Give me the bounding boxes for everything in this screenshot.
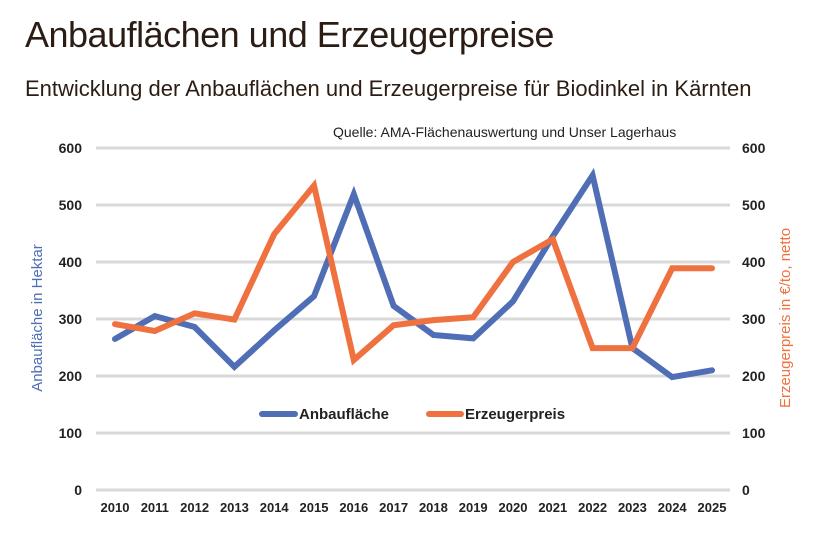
x-tick-label: 2017: [379, 500, 408, 515]
y-left-tick-label: 100: [59, 425, 83, 441]
x-tick-label: 2023: [618, 500, 647, 515]
x-tick-label: 2013: [220, 500, 249, 515]
x-tick-label: 2022: [578, 500, 607, 515]
x-tick-label: 2024: [658, 500, 688, 515]
y-right-tick-label: 500: [742, 197, 766, 213]
x-tick-label: 2020: [499, 500, 528, 515]
x-tick-label: 2010: [101, 500, 130, 515]
y-right-tick-label: 600: [742, 140, 766, 156]
x-tick-label: 2014: [260, 500, 290, 515]
x-tick-label: 2011: [141, 500, 169, 515]
x-tick-label: 2025: [698, 500, 727, 515]
y-right-tick-label: 400: [742, 254, 766, 270]
x-tick-label: 2012: [180, 500, 209, 515]
y-left-tick-label: 500: [59, 197, 83, 213]
source-note: Quelle: AMA-Flächenauswertung und Unser …: [333, 124, 677, 140]
chart-subtitle: Entwicklung der Anbauflächen und Erzeuge…: [25, 76, 752, 101]
y-left-tick-label: 600: [59, 140, 83, 156]
y-left-tick-label: 300: [59, 311, 83, 327]
x-tick-label: 2015: [300, 500, 329, 515]
x-tick-label: 2021: [538, 500, 567, 515]
y-right-tick-label: 200: [742, 368, 766, 384]
y-left-tick-label: 200: [59, 368, 83, 384]
y-axis-right-label: Erzeugerpreis in €/to, netto: [777, 228, 794, 408]
y-right-tick-label: 100: [742, 425, 766, 441]
y-right-tick-label: 0: [742, 482, 750, 498]
y-left-tick-label: 400: [59, 254, 83, 270]
x-tick-label: 2018: [419, 500, 448, 515]
chart-title: Anbauflächen und Erzeugerpreise: [25, 14, 554, 55]
series-line-erzeugerpreis: [112, 178, 715, 366]
legend-label-anbauflaeche: Anbaufläche: [299, 406, 389, 423]
legend: Anbaufläche Erzeugerpreis: [259, 406, 565, 423]
legend-label-erzeugerpreis: Erzeugerpreis: [465, 406, 565, 423]
y-left-tick-label: 0: [74, 482, 82, 498]
y-axis-left-label: Anbaufläche in Hektar: [29, 244, 46, 392]
x-tick-label: 2019: [459, 500, 488, 515]
x-tick-label: 2016: [339, 500, 368, 515]
y-right-tick-label: 300: [742, 311, 766, 327]
